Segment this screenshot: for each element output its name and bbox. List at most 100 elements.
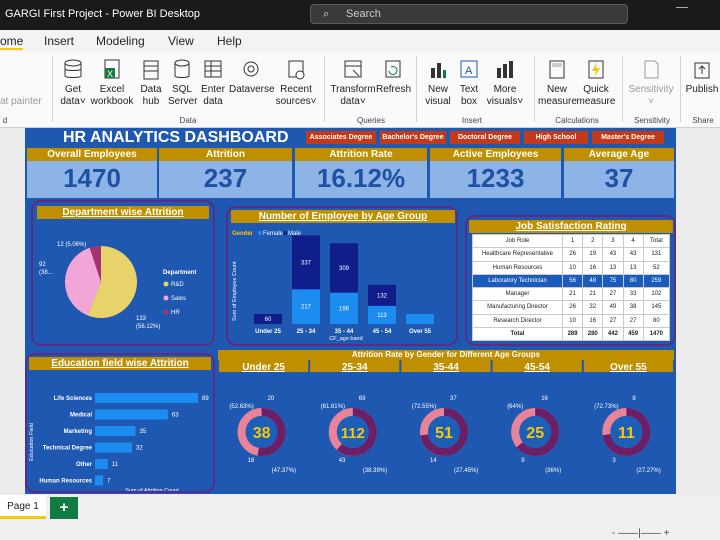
- table-row[interactable]: Healthcare Representative 26 19 43 43 131: [472, 247, 671, 262]
- table-header[interactable]: 3: [602, 233, 624, 249]
- table-header[interactable]: Total: [642, 233, 671, 249]
- table-cell: 10: [561, 313, 584, 328]
- age-gender-donut-charts[interactable]: Under 253820(52.63%)18(47.37%)25-3411269…: [218, 360, 674, 492]
- table-cell: Human Resources: [472, 260, 563, 275]
- text-box-button[interactable]: A Text box: [456, 58, 482, 108]
- page-tab[interactable]: Page 1: [0, 495, 46, 519]
- refresh-icon: [385, 60, 401, 78]
- add-page-button[interactable]: +: [50, 497, 78, 519]
- dataverse-button[interactable]: Dataverse: [229, 58, 275, 96]
- enter-data-label: Enter data: [201, 84, 225, 107]
- table-header[interactable]: Job Role: [472, 233, 563, 249]
- table-row[interactable]: Research Director 10 16 27 27 80: [472, 313, 671, 328]
- recent-sources-button[interactable]: Recent sources˅: [274, 58, 318, 108]
- data-hub-label: Data hub: [140, 84, 162, 107]
- table-row[interactable]: Total 289 280 442 459 1470: [472, 326, 671, 342]
- slicer-associates-degree[interactable]: Associates Degree: [306, 131, 376, 144]
- legend-item: Male: [288, 231, 302, 237]
- sensitivity-icon: [644, 60, 659, 79]
- excel-workbook-label: Excel workbook: [90, 84, 134, 107]
- zoom-slider[interactable]: - ——|—— +: [612, 528, 670, 539]
- donut-female-pct: (27.27%): [636, 468, 660, 474]
- age-group-bar-chart[interactable]: Gender Female Male Sum of Employee Count 60 U…: [228, 226, 456, 344]
- tab-insert[interactable]: Insert: [44, 34, 75, 48]
- y-tick-label: Human Resources: [39, 479, 92, 485]
- lightning-icon: [588, 60, 604, 79]
- table-row[interactable]: Laboratory Technician 56 48 75 80 259: [472, 273, 671, 289]
- donut-hole: [610, 416, 643, 448]
- table-row[interactable]: Human Resources 10 16 13 13 52: [472, 260, 671, 275]
- new-visual-button[interactable]: New visual: [423, 58, 453, 108]
- format-painter-label: at painter: [0, 96, 42, 107]
- bar-data-label: 337: [301, 260, 312, 266]
- tab-help[interactable]: Help: [217, 34, 242, 48]
- dashboard: HR ANALYTICS DASHBOARD Associates Degree…: [25, 128, 676, 494]
- sql-server-button[interactable]: SQL Server: [168, 58, 197, 108]
- education-bar-chart[interactable]: Life Sciences 89 Medical 63 Marketing 35 Techn…: [27, 371, 213, 491]
- pie-legend-item: Sales: [171, 296, 186, 302]
- slicer-bachelors-degree[interactable]: Bachelor's Degree: [380, 131, 446, 144]
- donut-total: 38: [253, 425, 271, 442]
- data-hub-button[interactable]: Data hub: [136, 58, 166, 108]
- table-cell: 459: [622, 326, 644, 342]
- get-data-button[interactable]: Get data˅: [56, 58, 90, 108]
- table-cell: 32: [582, 300, 604, 315]
- pie-legend-item: R&D: [171, 282, 184, 288]
- bar: [95, 409, 168, 420]
- more-visuals-label: More visuals: [486, 84, 518, 107]
- kpi-label: Average Age: [564, 148, 674, 161]
- table-row[interactable]: Manufacturing Director 26 32 49 38 145: [472, 300, 671, 315]
- format-painter-button[interactable]: at painter: [0, 72, 44, 108]
- ribbon-tabs: ome Insert Modeling View Help: [0, 30, 720, 52]
- table-cell: 102: [642, 286, 671, 302]
- enter-data-button[interactable]: Enter data: [199, 58, 227, 108]
- tab-home[interactable]: ome: [0, 34, 24, 50]
- search-icon: ⌕: [323, 8, 330, 20]
- table-header[interactable]: 4: [622, 233, 644, 249]
- department-pie-chart[interactable]: 133 (56.12%) 92 (38... 12 (5.06%) Department R…: [33, 220, 213, 344]
- pie-slice-sales: [65, 247, 101, 316]
- slicer-high-school[interactable]: High School: [524, 131, 588, 144]
- x-tick-label: 25 - 34: [297, 329, 316, 335]
- table-cell: 289: [561, 326, 584, 342]
- dataverse-label: Dataverse: [229, 84, 275, 95]
- quick-measure-button[interactable]: Quick measure: [576, 58, 616, 108]
- slicer-masters-degree[interactable]: Master's Degree: [592, 131, 664, 144]
- donut-female-label: 18: [248, 458, 255, 464]
- excel-workbook-button[interactable]: X Excel workbook: [90, 58, 134, 108]
- bar-data-label: 32: [136, 446, 143, 452]
- kpi-average-age: Average Age 37: [564, 148, 674, 198]
- table-cell: 19: [582, 247, 604, 262]
- table-header[interactable]: 2: [582, 233, 604, 249]
- donut-male-label: 69: [359, 396, 366, 402]
- donut-female-label: 14: [430, 458, 437, 464]
- transform-data-button[interactable]: Transform data˅: [330, 58, 376, 108]
- refresh-button[interactable]: Refresh: [376, 58, 411, 96]
- table-cell: 16: [582, 313, 604, 328]
- divider: [416, 56, 417, 122]
- job-satisfaction-title: Job Satisfaction Rating: [469, 220, 673, 233]
- minimize-icon[interactable]: [676, 7, 688, 8]
- legend-item: Female: [263, 231, 284, 237]
- donut-female-label: 9: [521, 458, 525, 464]
- publish-button[interactable]: Publish: [684, 58, 720, 96]
- y-tick-label: Life Sciences: [54, 396, 93, 402]
- tab-view[interactable]: View: [168, 34, 194, 48]
- table-row[interactable]: Manager 21 21 27 33 102: [472, 286, 671, 302]
- get-data-label: Get data: [60, 84, 82, 107]
- table-header[interactable]: 1: [561, 233, 584, 249]
- department-attrition-title: Department wise Attrition: [37, 206, 209, 219]
- job-satisfaction-panel: Job Satisfaction Rating: [465, 215, 676, 346]
- sensitivity-button[interactable]: Sensitivity ˅: [626, 58, 676, 108]
- bar-chart-icon: [431, 63, 446, 78]
- search-box[interactable]: ⌕ Search: [310, 4, 628, 24]
- table-cell: 38: [622, 300, 644, 315]
- more-visuals-button[interactable]: More visuals˅: [486, 58, 524, 108]
- job-satisfaction-table[interactable]: Job Role 1 2 3 4 Total Healthcare Repres…: [472, 233, 671, 342]
- donut-male-label: 37: [450, 396, 457, 402]
- donut-male-pct: (61.61%): [321, 404, 345, 410]
- new-measure-button[interactable]: New measure: [538, 58, 577, 108]
- slicer-doctoral-degree[interactable]: Doctoral Degree: [450, 131, 520, 144]
- tab-modeling[interactable]: Modeling: [96, 34, 145, 48]
- recent-sources-label: Recent sources: [275, 84, 312, 107]
